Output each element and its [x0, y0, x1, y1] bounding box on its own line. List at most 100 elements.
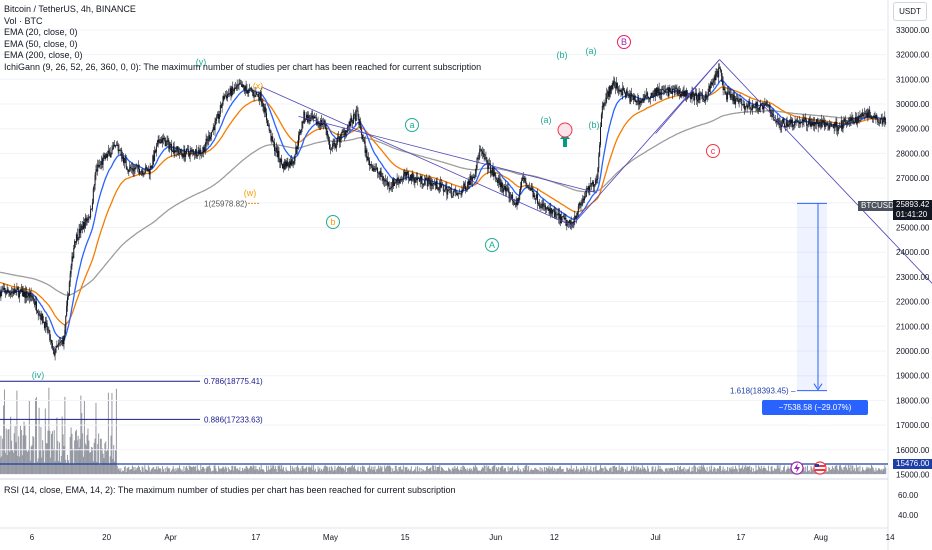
candle-body — [37, 312, 39, 315]
candle-body — [440, 182, 442, 188]
volume-bar — [840, 467, 842, 474]
volume-bar — [290, 465, 292, 474]
candle-body — [854, 122, 856, 123]
legend-ichigann[interactable]: IchiGann (9, 26, 52, 26, 360, 0, 0): The… — [4, 61, 482, 72]
volume-bar — [80, 395, 82, 474]
candle-body — [11, 291, 13, 293]
volume-bar — [877, 470, 879, 474]
candle-body — [484, 158, 486, 159]
volume-bar — [509, 467, 511, 474]
volume-bar — [868, 467, 870, 474]
volume-bar — [95, 402, 97, 474]
volume-bar — [361, 465, 363, 474]
volume-bar — [212, 470, 214, 474]
measure-label[interactable]: −7538.58 (−29.07%) −753858 — [762, 400, 868, 427]
candle-body — [568, 220, 570, 223]
candle-body — [457, 193, 459, 196]
candle-body — [604, 102, 606, 104]
legend-ema-200[interactable]: EMA (200, close, 0) — [4, 50, 83, 60]
volume-bar — [588, 468, 590, 474]
candle-body — [192, 150, 194, 152]
candle-body — [10, 293, 12, 295]
candle-body — [428, 177, 430, 181]
volume-bar — [131, 465, 133, 474]
candle-body — [481, 151, 483, 154]
candle-body — [51, 343, 53, 348]
volume-bar — [3, 405, 5, 474]
volume-bar — [27, 449, 29, 474]
candle-body — [35, 301, 37, 311]
price-tick-label: 27000.00 — [896, 174, 930, 183]
candle-body — [562, 216, 564, 217]
volume-bar — [161, 471, 163, 474]
candle-body — [806, 120, 808, 126]
candle-body — [826, 123, 828, 126]
volume-bar — [715, 471, 717, 474]
candle-body — [72, 256, 74, 258]
candle-body — [124, 157, 126, 160]
legend-ema-20[interactable]: EMA (20, close, 0) — [4, 27, 78, 37]
candle-body — [377, 167, 379, 173]
volume-bar — [399, 467, 401, 474]
legend-volume[interactable]: Vol · BTC — [4, 15, 43, 26]
volume-bar — [26, 450, 28, 474]
volume-bar — [127, 467, 129, 474]
volume-bar — [734, 469, 736, 474]
candle-body — [831, 124, 832, 127]
symbol-title[interactable]: Bitcoin / TetherUS, 4h, BINANCE — [4, 4, 136, 14]
candle-body — [496, 178, 498, 180]
volume-bar — [52, 448, 54, 474]
legend-rsi[interactable]: RSI (14, close, EMA, 14, 2): The maximum… — [4, 485, 456, 495]
candle-body — [35, 301, 37, 305]
candle-body — [432, 184, 434, 186]
candle-body — [444, 188, 446, 192]
legend-ema-50[interactable]: EMA (50, close, 0) — [4, 38, 78, 49]
volume-bar — [550, 467, 552, 474]
candle-body — [266, 120, 268, 126]
candle-body — [836, 121, 838, 131]
candle-body — [135, 167, 137, 170]
candle-body — [516, 199, 518, 206]
candle-body — [729, 94, 731, 98]
candle-body — [801, 119, 803, 123]
candle-body — [138, 169, 140, 174]
volume-bar — [688, 466, 690, 474]
volume-bar — [690, 471, 692, 474]
volume-bar — [356, 469, 358, 474]
candle-body — [599, 144, 601, 157]
candle-body — [616, 82, 618, 89]
candle-body — [621, 92, 623, 96]
candle-body — [415, 177, 417, 181]
candle-body — [813, 122, 815, 127]
volume-bar — [855, 465, 857, 474]
candle-body — [445, 186, 447, 189]
volume-bar — [99, 438, 101, 474]
volume-bar — [202, 467, 204, 474]
candle-body — [154, 150, 156, 153]
volume-bar — [244, 468, 246, 474]
volume-bar — [655, 471, 657, 474]
candle-body — [576, 215, 578, 219]
volume-bar — [808, 470, 810, 474]
candle-body — [600, 126, 602, 145]
candle-body — [535, 198, 537, 200]
candle-body — [187, 149, 189, 154]
candle-body — [738, 100, 740, 103]
volume-bar — [608, 468, 610, 474]
volume-bar — [418, 467, 420, 474]
volume-bar — [124, 466, 126, 474]
candle-body — [507, 188, 509, 191]
candle-body — [868, 109, 870, 112]
volume-bar — [440, 470, 442, 474]
candle-body — [582, 198, 584, 203]
candle-body — [11, 292, 13, 294]
candle-body — [714, 76, 716, 81]
currency-button[interactable]: USDT — [893, 2, 927, 21]
candle-body — [321, 124, 323, 126]
volume-bar — [194, 466, 196, 474]
candle-body — [500, 182, 502, 188]
candle-body — [184, 149, 186, 158]
candle-body — [715, 73, 717, 81]
